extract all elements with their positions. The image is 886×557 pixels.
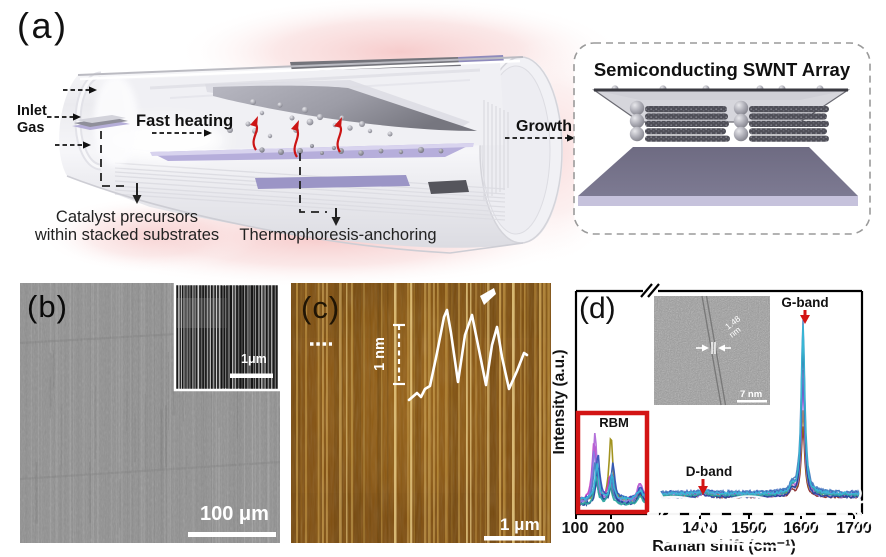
svg-text:1600: 1600 <box>783 520 819 537</box>
svg-text:1μm: 1μm <box>241 352 267 366</box>
svg-text:(a): (a) <box>17 5 69 46</box>
svg-text:1500: 1500 <box>731 520 767 537</box>
svg-text:(b): (b) <box>27 289 68 324</box>
svg-text:Growth: Growth <box>516 118 572 135</box>
svg-text:Fast heating: Fast heating <box>136 112 233 130</box>
svg-text:Gas: Gas <box>17 120 44 136</box>
svg-text:1 μm: 1 μm <box>500 515 540 534</box>
svg-text:200: 200 <box>598 520 625 537</box>
svg-text:100: 100 <box>562 520 589 537</box>
svg-text:Intensity (a.u.): Intensity (a.u.) <box>551 349 568 454</box>
svg-text:Inlet: Inlet <box>17 103 47 119</box>
svg-text:within stacked substrates: within stacked substrates <box>34 226 219 244</box>
svg-text:(d): (d) <box>579 292 616 325</box>
svg-text:7 nm: 7 nm <box>740 389 762 400</box>
svg-text:Semiconducting SWNT Array: Semiconducting SWNT Array <box>594 59 851 80</box>
svg-text:Catalyst precursors: Catalyst precursors <box>56 208 198 226</box>
svg-text:Thermophoresis-anchoring: Thermophoresis-anchoring <box>239 226 436 244</box>
svg-text:(c): (c) <box>301 290 340 325</box>
svg-text:1700: 1700 <box>836 520 872 537</box>
svg-text:1 nm: 1 nm <box>372 337 388 371</box>
svg-text:D-band: D-band <box>686 464 733 479</box>
svg-text:G-band: G-band <box>781 295 828 310</box>
svg-text:100 μm: 100 μm <box>200 503 269 525</box>
svg-text:RBM: RBM <box>599 415 629 430</box>
